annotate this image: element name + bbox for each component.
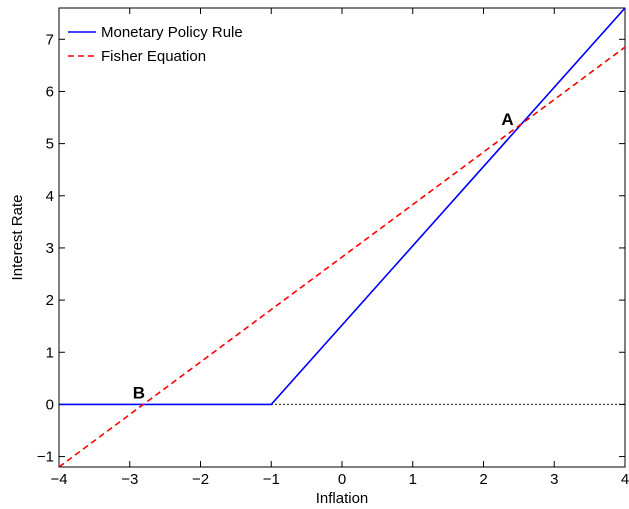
y-tick-label: 5 xyxy=(46,136,54,153)
legend: Monetary Policy Rule Fisher Equation xyxy=(68,24,243,65)
y-tick-label: 2 xyxy=(46,292,54,309)
x-tick-label: −2 xyxy=(192,471,209,488)
x-axis-ticks: −4 −3 −2 −1 0 1 2 3 4 xyxy=(50,8,629,488)
x-tick-label: 2 xyxy=(479,471,487,488)
y-tick-label: 1 xyxy=(46,344,54,361)
legend-label: Monetary Policy Rule xyxy=(101,24,243,41)
x-tick-label: −4 xyxy=(50,471,67,488)
y-tick-label: 7 xyxy=(46,31,54,48)
x-tick-label: 4 xyxy=(621,471,629,488)
y-axis-label: Interest Rate xyxy=(9,195,26,281)
series-line-fisher-equation xyxy=(59,46,625,467)
y-tick-label: 3 xyxy=(46,240,54,257)
y-tick-label: 4 xyxy=(46,188,54,205)
y-tick-label: 6 xyxy=(46,83,54,100)
annotations: AB xyxy=(133,110,514,402)
x-tick-label: 3 xyxy=(550,471,558,488)
y-tick-label: 0 xyxy=(46,396,54,413)
y-tick-label: −1 xyxy=(37,449,54,466)
series-layer xyxy=(59,8,625,467)
x-tick-label: −1 xyxy=(263,471,280,488)
x-tick-label: 1 xyxy=(409,471,417,488)
x-tick-label: −3 xyxy=(121,471,138,488)
x-axis-label: Inflation xyxy=(316,490,369,507)
series-line-monetary-policy-rule xyxy=(59,8,625,406)
annotation-b: B xyxy=(133,383,145,402)
x-tick-label: 0 xyxy=(338,471,346,488)
plot-area xyxy=(58,7,626,468)
y-axis-ticks: −1 0 1 2 3 4 5 6 7 xyxy=(37,31,625,466)
plot-frame xyxy=(58,7,626,468)
annotation-a: A xyxy=(501,110,513,129)
legend-label: Fisher Equation xyxy=(101,48,206,65)
